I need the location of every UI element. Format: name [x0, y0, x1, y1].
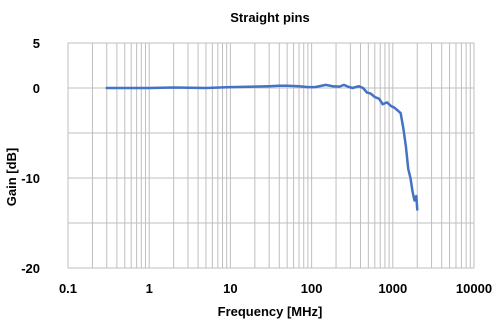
chart-title: Straight pins [230, 10, 309, 25]
plot-frame [67, 42, 475, 269]
series-line [105, 83, 419, 211]
tick-labels: 0.1 1 10 100 1000 10000 5 0 -10 -20 [21, 36, 492, 296]
y-tick-label: 5 [33, 36, 40, 51]
x-axis-label: Frequency [MHz] [218, 304, 323, 319]
y-tick-label: -20 [21, 261, 40, 276]
x-tick-label: 0.1 [59, 281, 77, 296]
x-tick-label: 100 [301, 281, 323, 296]
x-tick-label: 1 [146, 281, 153, 296]
x-tick-label: 10 [223, 281, 237, 296]
x-tick-label: 10000 [456, 281, 492, 296]
grid [67, 42, 474, 269]
y-tick-label: -10 [21, 171, 40, 186]
x-tick-label: 1000 [378, 281, 407, 296]
series-layer [105, 83, 419, 211]
y-axis-label: Gain [dB] [4, 148, 19, 207]
y-tick-label: 0 [33, 81, 40, 96]
